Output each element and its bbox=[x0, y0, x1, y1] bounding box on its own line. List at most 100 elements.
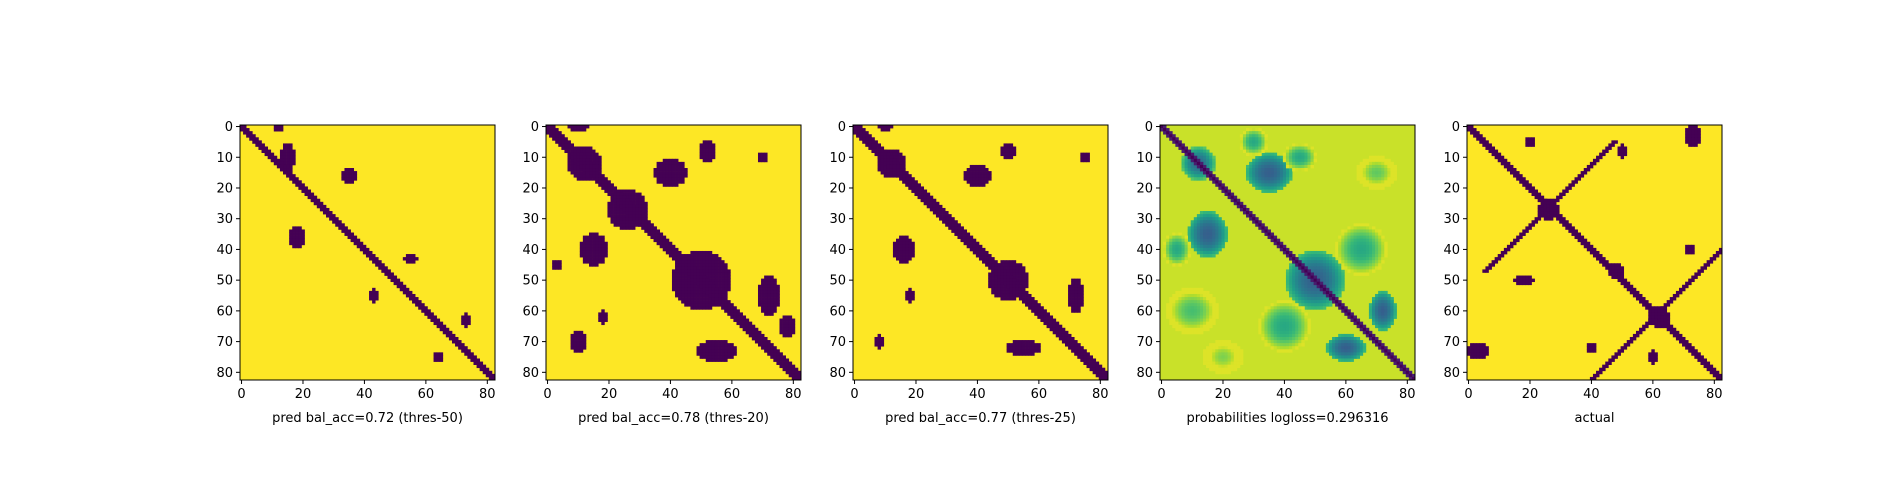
diagonal-cell bbox=[1046, 321, 1050, 326]
contact-blob-cell bbox=[1301, 272, 1305, 276]
contact-blob-cell bbox=[283, 152, 287, 157]
diagonal-cell bbox=[276, 161, 281, 166]
contact-blob-cell bbox=[1203, 250, 1207, 255]
contact-blob-cell bbox=[292, 152, 296, 157]
contact-blob-cell bbox=[295, 238, 299, 243]
contact-blob-cell bbox=[1172, 260, 1176, 264]
contact-blob-cell bbox=[693, 263, 697, 267]
contact-blob-cell bbox=[1196, 330, 1201, 335]
contact-blob-cell bbox=[1021, 284, 1026, 289]
diagonal-cell bbox=[1098, 370, 1103, 375]
contact-blob-cell bbox=[699, 266, 704, 270]
contact-blob-cell bbox=[1319, 293, 1324, 298]
contact-blob-cell bbox=[1353, 349, 1357, 353]
contact-blob-cell bbox=[1199, 155, 1204, 160]
contact-blob-cell bbox=[1316, 257, 1321, 261]
y-tick-label: 50 bbox=[1136, 274, 1153, 289]
y-tick-label: 50 bbox=[522, 274, 539, 289]
contact-blob-cell bbox=[1350, 269, 1354, 273]
contact-blob-cell bbox=[1292, 340, 1296, 344]
contact-blob-cell bbox=[675, 266, 679, 270]
contact-blob-cell bbox=[908, 287, 912, 292]
contact-blob-cell bbox=[1292, 161, 1296, 166]
contact-blob-cell bbox=[1196, 149, 1201, 153]
contact-blob-cell bbox=[1012, 293, 1017, 298]
contact-blob-cell bbox=[1301, 293, 1305, 298]
contact-blob-cell bbox=[1298, 168, 1302, 172]
contact-blob-cell bbox=[705, 355, 710, 359]
diagonal-cell bbox=[1353, 315, 1357, 319]
diagonal-cell bbox=[1344, 306, 1348, 310]
diagonal-cell bbox=[761, 343, 765, 347]
contact-blob-cell bbox=[1341, 232, 1345, 236]
contact-blob-cell bbox=[1338, 254, 1342, 258]
contact-blob-cell bbox=[1276, 340, 1281, 344]
contact-blob-cell bbox=[1224, 349, 1228, 353]
diagonal-cell bbox=[576, 149, 581, 153]
diagonal-cell bbox=[369, 250, 373, 255]
diagonal-cell bbox=[1046, 315, 1050, 319]
contact-blob-cell bbox=[1384, 309, 1388, 313]
contact-blob-cell bbox=[1371, 315, 1376, 319]
diagonal-cell bbox=[552, 137, 556, 141]
contact-blob-cell bbox=[1252, 149, 1256, 153]
contact-blob-cell bbox=[1295, 330, 1299, 335]
contact-blob-cell bbox=[1209, 217, 1213, 221]
contact-blob-cell bbox=[1172, 324, 1176, 329]
contact-blob-cell bbox=[678, 168, 682, 172]
contact-blob-cell bbox=[1178, 303, 1182, 307]
contact-blob-cell bbox=[1270, 177, 1275, 181]
diagonal-cell bbox=[1313, 281, 1318, 286]
diagonal-cell bbox=[711, 293, 716, 298]
contact-blob-cell bbox=[1356, 235, 1361, 240]
contact-blob-cell bbox=[1193, 290, 1198, 295]
contact-blob-cell bbox=[899, 152, 903, 157]
diagonal-cell bbox=[1196, 158, 1201, 163]
diagonal-cell bbox=[889, 158, 894, 163]
contact-blob-cell bbox=[1368, 235, 1373, 240]
contact-blob-cell bbox=[1178, 260, 1182, 264]
diagonal-cell bbox=[267, 152, 272, 157]
contact-blob-cell bbox=[1184, 158, 1188, 163]
contact-blob-cell bbox=[1362, 266, 1367, 270]
contact-blob-cell bbox=[1276, 312, 1281, 316]
contact-blob-cell bbox=[1233, 355, 1238, 359]
diagonal-cell bbox=[767, 343, 771, 347]
contact-blob-cell bbox=[1261, 315, 1265, 319]
contact-blob-cell bbox=[1203, 146, 1207, 150]
contact-blob-cell bbox=[1169, 250, 1173, 255]
contact-blob-cell bbox=[1279, 336, 1284, 341]
diagonal-cell bbox=[399, 281, 404, 286]
contact-blob-cell bbox=[1335, 241, 1339, 246]
contact-blob-cell bbox=[1215, 217, 1219, 221]
contact-blob-cell bbox=[1298, 155, 1302, 160]
contact-blob-cell bbox=[730, 349, 734, 353]
x-tick-label: 80 bbox=[785, 387, 802, 402]
diagonal-cell bbox=[1163, 128, 1167, 132]
contact-blob-cell bbox=[1301, 312, 1305, 316]
diagonal-cell bbox=[1221, 189, 1225, 193]
contact-blob-cell bbox=[598, 315, 602, 319]
contact-blob-cell bbox=[678, 275, 682, 279]
contact-blob-cell bbox=[592, 254, 596, 258]
contact-blob-cell bbox=[1209, 211, 1213, 215]
panel-caption: pred bal_acc=0.72 (thres-50) bbox=[272, 411, 463, 426]
contact-blob-cell bbox=[911, 293, 915, 298]
contact-blob-cell bbox=[690, 254, 694, 258]
contact-blob-cell bbox=[1209, 312, 1213, 316]
diagonal-cell bbox=[711, 290, 716, 295]
contact-blob-cell bbox=[1341, 263, 1345, 267]
contact-blob-cell bbox=[1322, 297, 1327, 301]
contact-blob-cell bbox=[1322, 260, 1327, 264]
diagonal-cell bbox=[552, 128, 556, 132]
contact-blob-cell bbox=[997, 293, 1001, 298]
contact-blob-cell bbox=[1295, 312, 1299, 316]
diagonal-cell bbox=[470, 355, 474, 359]
contact-blob-cell bbox=[880, 125, 885, 129]
diagonal-cell bbox=[862, 128, 866, 132]
contact-blob-cell bbox=[757, 155, 762, 160]
contact-blob-cell bbox=[579, 247, 584, 252]
contact-blob-cell bbox=[1074, 287, 1078, 292]
diagonal-cell bbox=[1362, 330, 1367, 335]
contact-blob-cell bbox=[1295, 287, 1299, 292]
